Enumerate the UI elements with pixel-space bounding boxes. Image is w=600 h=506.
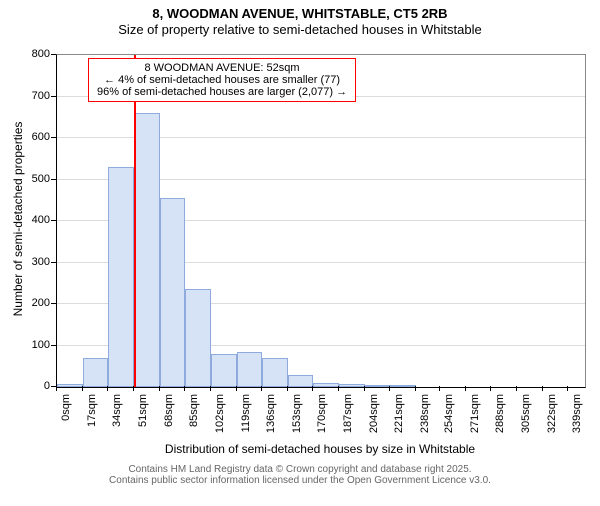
x-tick-label: 102sqm bbox=[214, 394, 226, 454]
y-tick-label: 600 bbox=[20, 131, 50, 143]
property-callout: 8 WOODMAN AVENUE: 52sqm← 4% of semi-deta… bbox=[88, 58, 356, 102]
x-tick-label: 305sqm bbox=[520, 394, 532, 454]
histogram-bar bbox=[365, 385, 391, 387]
histogram-bar bbox=[134, 113, 160, 387]
x-tick-label: 204sqm bbox=[368, 394, 380, 454]
x-tick-mark bbox=[439, 386, 440, 391]
attribution-footer: Contains HM Land Registry data © Crown c… bbox=[0, 464, 600, 486]
x-tick-mark bbox=[184, 386, 185, 391]
x-tick-label: 34sqm bbox=[111, 394, 123, 454]
y-tick-mark bbox=[51, 220, 56, 221]
histogram-bar bbox=[57, 384, 83, 387]
histogram-bar bbox=[160, 198, 186, 387]
y-tick-mark bbox=[51, 179, 56, 180]
x-tick-mark bbox=[236, 386, 237, 391]
x-tick-mark bbox=[338, 386, 339, 391]
x-tick-label: 85sqm bbox=[188, 394, 200, 454]
x-tick-mark bbox=[133, 386, 134, 391]
x-tick-mark bbox=[364, 386, 365, 391]
y-tick-mark bbox=[51, 137, 56, 138]
y-tick-label: 800 bbox=[20, 48, 50, 60]
y-tick-label: 400 bbox=[20, 214, 50, 226]
x-tick-label: 288sqm bbox=[494, 394, 506, 454]
x-tick-label: 136sqm bbox=[265, 394, 277, 454]
x-tick-label: 271sqm bbox=[469, 394, 481, 454]
callout-line: 8 WOODMAN AVENUE: 52sqm bbox=[97, 62, 347, 74]
y-tick-mark bbox=[51, 303, 56, 304]
x-tick-label: 187sqm bbox=[342, 394, 354, 454]
x-tick-mark bbox=[567, 386, 568, 391]
x-tick-label: 170sqm bbox=[316, 394, 328, 454]
footer-line-2: Contains public sector information licen… bbox=[0, 475, 600, 486]
x-tick-mark bbox=[210, 386, 211, 391]
x-tick-mark bbox=[107, 386, 108, 391]
x-tick-label: 322sqm bbox=[546, 394, 558, 454]
histogram-bar bbox=[339, 384, 365, 387]
histogram-bar bbox=[211, 354, 237, 387]
x-tick-mark bbox=[312, 386, 313, 391]
chart-title-line1: 8, WOODMAN AVENUE, WHITSTABLE, CT5 2RB bbox=[0, 6, 600, 21]
x-tick-mark bbox=[82, 386, 83, 391]
histogram-plot-area bbox=[56, 54, 586, 388]
histogram-bar bbox=[108, 167, 134, 387]
x-tick-label: 339sqm bbox=[571, 394, 583, 454]
y-tick-label: 300 bbox=[20, 256, 50, 268]
footer-line-1: Contains HM Land Registry data © Crown c… bbox=[0, 464, 600, 475]
x-tick-mark bbox=[516, 386, 517, 391]
histogram-bar bbox=[262, 358, 288, 387]
x-tick-mark bbox=[415, 386, 416, 391]
histogram-bar bbox=[390, 385, 416, 387]
chart-title-line2: Size of property relative to semi-detach… bbox=[0, 22, 600, 37]
y-tick-mark bbox=[51, 345, 56, 346]
histogram-bar bbox=[313, 383, 339, 387]
histogram-bar bbox=[237, 352, 263, 387]
x-tick-mark bbox=[389, 386, 390, 391]
callout-line: ← 4% of semi-detached houses are smaller… bbox=[97, 74, 347, 86]
x-tick-label: 238sqm bbox=[419, 394, 431, 454]
x-tick-label: 254sqm bbox=[443, 394, 455, 454]
x-tick-label: 17sqm bbox=[86, 394, 98, 454]
y-tick-label: 700 bbox=[20, 90, 50, 102]
y-tick-mark bbox=[51, 54, 56, 55]
y-tick-mark bbox=[51, 262, 56, 263]
x-tick-mark bbox=[261, 386, 262, 391]
x-tick-mark bbox=[56, 386, 57, 391]
y-tick-mark bbox=[51, 96, 56, 97]
x-tick-label: 221sqm bbox=[393, 394, 405, 454]
y-tick-label: 0 bbox=[20, 380, 50, 392]
x-tick-mark bbox=[542, 386, 543, 391]
y-tick-label: 200 bbox=[20, 297, 50, 309]
y-tick-label: 500 bbox=[20, 173, 50, 185]
x-tick-mark bbox=[465, 386, 466, 391]
histogram-bar bbox=[288, 375, 314, 387]
x-tick-label: 51sqm bbox=[137, 394, 149, 454]
x-tick-label: 119sqm bbox=[240, 394, 252, 454]
histogram-bar bbox=[83, 358, 109, 387]
callout-line: 96% of semi-detached houses are larger (… bbox=[97, 86, 347, 98]
x-tick-mark bbox=[490, 386, 491, 391]
x-tick-label: 0sqm bbox=[60, 394, 72, 454]
property-marker-line bbox=[134, 55, 136, 387]
x-tick-label: 153sqm bbox=[291, 394, 303, 454]
x-tick-label: 68sqm bbox=[163, 394, 175, 454]
x-tick-mark bbox=[159, 386, 160, 391]
x-tick-mark bbox=[287, 386, 288, 391]
y-tick-label: 100 bbox=[20, 339, 50, 351]
histogram-bar bbox=[185, 289, 211, 387]
